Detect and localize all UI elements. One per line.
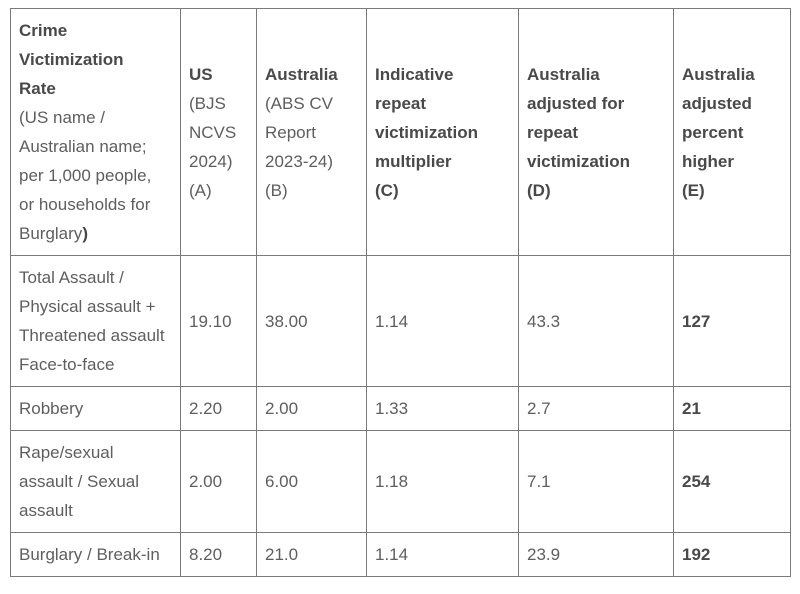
cell-text-bold: 127 <box>682 311 711 331</box>
cell-text: 2.00 <box>265 399 299 418</box>
header-australia-percent-higher: Australia adjusted percent higher (E) <box>673 8 791 256</box>
row-burglary-australia-adjusted: 23.9 <box>518 532 674 577</box>
cell-text: (US name / Australian name; per 1,000 pe… <box>19 108 152 243</box>
cell-text: 2.20 <box>189 399 223 418</box>
cell-text: 23.9 <box>527 545 561 564</box>
header-repeat-victimization-multiplier: Indicative repeat victimization multipli… <box>366 8 519 256</box>
cell-text: 21.0 <box>265 545 299 564</box>
cell-text: 38.00 <box>265 311 308 331</box>
cell-text: 2.00 <box>189 472 223 491</box>
cell-text: 19.10 <box>189 311 232 331</box>
row-robbery-multiplier: 1.33 <box>366 386 519 431</box>
header-row: Crime Victimization Rate (US name / Aust… <box>10 8 791 256</box>
cell-text-bold: Australia adjusted percent higher (E) <box>682 64 755 200</box>
row-total-assault-us-rate: 19.10 <box>180 255 257 387</box>
header-crime-victimization-rate: Crime Victimization Rate (US name / Aust… <box>10 8 181 256</box>
cell-text-bold: Indicative repeat victimization multipli… <box>375 64 478 200</box>
cell-text: 1.33 <box>375 399 409 418</box>
table-body: Total Assault / Physical assault + Threa… <box>10 255 791 577</box>
cell-text: 2.7 <box>527 399 551 418</box>
cell-text: (BJS NCVS 2024) (A) <box>189 93 237 200</box>
row-total-assault-australia-rate: 38.00 <box>256 255 367 387</box>
cell-text: 43.3 <box>527 311 561 331</box>
row-robbery-percent-higher: 21 <box>673 386 791 431</box>
row-robbery: Robbery 2.20 2.00 1.33 2.7 21 <box>10 386 791 431</box>
row-robbery-us-rate: 2.20 <box>180 386 257 431</box>
crime-victimization-comparison-table: Crime Victimization Rate (US name / Aust… <box>10 8 791 577</box>
row-rape-sexual-assault-crime-name: Rape/sexual assault / Sexual assault <box>10 430 181 533</box>
cell-text-bold: Australia <box>265 64 338 84</box>
row-rape-sexual-assault-australia-rate: 6.00 <box>256 430 367 533</box>
row-total-assault-percent-higher: 127 <box>673 255 791 387</box>
row-burglary: Burglary / Break-in 8.20 21.0 1.14 23.9 192 <box>10 532 791 577</box>
row-total-assault-crime-name: Total Assault / Physical assault + Threa… <box>10 255 181 387</box>
row-burglary-us-rate: 8.20 <box>180 532 257 577</box>
cell-text-bold: Australia adjusted for repeat victimizat… <box>527 64 630 200</box>
row-total-assault: Total Assault / Physical assault + Threa… <box>10 255 791 387</box>
cell-text: Total Assault / Physical assault + Threa… <box>19 268 165 374</box>
row-total-assault-multiplier: 1.14 <box>366 255 519 387</box>
row-burglary-percent-higher: 192 <box>673 532 791 577</box>
row-total-assault-australia-adjusted: 43.3 <box>518 255 674 387</box>
row-robbery-crime-name: Robbery <box>10 386 181 431</box>
row-rape-sexual-assault-multiplier: 1.18 <box>366 430 519 533</box>
row-rape-sexual-assault-australia-adjusted: 7.1 <box>518 430 674 533</box>
row-burglary-australia-rate: 21.0 <box>256 532 367 577</box>
cell-text: Rape/sexual assault / Sexual assault <box>19 443 140 520</box>
header-australia: Australia (ABS CV Report 2023-24) (B) <box>256 8 367 256</box>
cell-text: 8.20 <box>189 545 223 564</box>
cell-text: 1.14 <box>375 311 409 331</box>
cell-text-bold: 21 <box>682 399 701 418</box>
cell-text: 1.14 <box>375 545 409 564</box>
table-header: Crime Victimization Rate (US name / Aust… <box>10 8 791 256</box>
cell-text: Robbery <box>19 399 84 418</box>
header-australia-adjusted: Australia adjusted for repeat victimizat… <box>518 8 674 256</box>
cell-text-bold: US <box>189 64 213 84</box>
row-robbery-australia-adjusted: 2.7 <box>518 386 674 431</box>
cell-text: Burglary / Break-in <box>19 545 160 564</box>
cell-text: 1.18 <box>375 472 409 491</box>
cell-text-bold: 254 <box>682 472 711 491</box>
row-burglary-multiplier: 1.14 <box>366 532 519 577</box>
row-burglary-crime-name: Burglary / Break-in <box>10 532 181 577</box>
cell-text-bold: 192 <box>682 545 711 564</box>
cell-text: 6.00 <box>265 472 299 491</box>
header-us: US (BJS NCVS 2024) (A) <box>180 8 257 256</box>
cell-text-bold: Crime Victimization Rate <box>19 21 124 98</box>
cell-text-bold: ) <box>82 224 88 243</box>
row-rape-sexual-assault-percent-higher: 254 <box>673 430 791 533</box>
row-rape-sexual-assault-us-rate: 2.00 <box>180 430 257 533</box>
cell-text: (ABS CV Report 2023-24) (B) <box>265 93 334 200</box>
row-rape-sexual-assault: Rape/sexual assault / Sexual assault 2.00… <box>10 430 791 533</box>
cell-text: 7.1 <box>527 472 551 491</box>
row-robbery-australia-rate: 2.00 <box>256 386 367 431</box>
